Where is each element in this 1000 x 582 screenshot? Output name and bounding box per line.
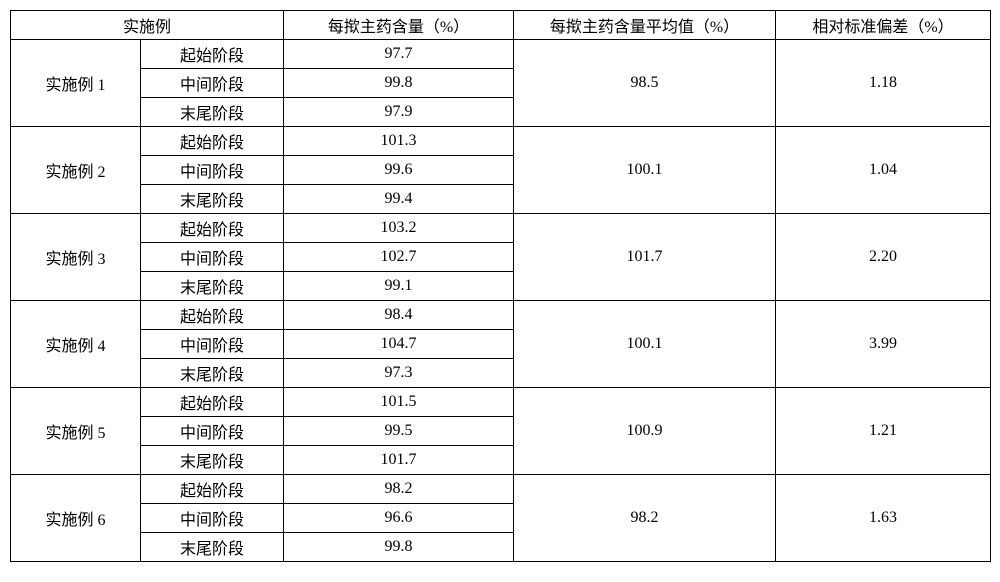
rsd-value: 1.04 (776, 127, 991, 214)
stage-label: 起始阶段 (141, 301, 284, 330)
rsd-value: 2.20 (776, 214, 991, 301)
stage-label: 中间阶段 (141, 69, 284, 98)
avg-value: 100.1 (514, 127, 776, 214)
stage-label: 中间阶段 (141, 156, 284, 185)
avg-value: 101.7 (514, 214, 776, 301)
content-value: 101.5 (284, 388, 514, 417)
example-name: 实施例 5 (11, 388, 141, 475)
stage-label: 末尾阶段 (141, 185, 284, 214)
content-value: 99.8 (284, 533, 514, 562)
example-name: 实施例 3 (11, 214, 141, 301)
example-name: 实施例 6 (11, 475, 141, 562)
table-row: 实施例 4起始阶段98.4100.13.99 (11, 301, 991, 330)
content-value: 97.9 (284, 98, 514, 127)
table-row: 实施例 6起始阶段98.298.21.63 (11, 475, 991, 504)
avg-value: 100.1 (514, 301, 776, 388)
content-value: 98.4 (284, 301, 514, 330)
content-value: 96.6 (284, 504, 514, 533)
stage-label: 末尾阶段 (141, 446, 284, 475)
stage-label: 中间阶段 (141, 330, 284, 359)
stage-label: 中间阶段 (141, 504, 284, 533)
stage-label: 起始阶段 (141, 388, 284, 417)
stage-label: 起始阶段 (141, 127, 284, 156)
header-example: 实施例 (11, 11, 284, 40)
content-value: 98.2 (284, 475, 514, 504)
rsd-value: 1.18 (776, 40, 991, 127)
content-value: 101.7 (284, 446, 514, 475)
content-value: 103.2 (284, 214, 514, 243)
table-body: 实施例 1起始阶段97.798.51.18中间阶段99.8末尾阶段97.9实施例… (11, 40, 991, 562)
example-name: 实施例 2 (11, 127, 141, 214)
stage-label: 起始阶段 (141, 475, 284, 504)
table-row: 实施例 5起始阶段101.5100.91.21 (11, 388, 991, 417)
content-value: 99.4 (284, 185, 514, 214)
avg-value: 100.9 (514, 388, 776, 475)
rsd-value: 1.21 (776, 388, 991, 475)
avg-value: 98.5 (514, 40, 776, 127)
content-value: 104.7 (284, 330, 514, 359)
content-value: 99.5 (284, 417, 514, 446)
stage-label: 中间阶段 (141, 417, 284, 446)
stage-label: 末尾阶段 (141, 359, 284, 388)
rsd-value: 3.99 (776, 301, 991, 388)
rsd-value: 1.63 (776, 475, 991, 562)
example-name: 实施例 1 (11, 40, 141, 127)
stage-label: 起始阶段 (141, 40, 284, 69)
stage-label: 中间阶段 (141, 243, 284, 272)
stage-label: 末尾阶段 (141, 272, 284, 301)
stage-label: 起始阶段 (141, 214, 284, 243)
content-value: 97.3 (284, 359, 514, 388)
content-value: 101.3 (284, 127, 514, 156)
content-value: 102.7 (284, 243, 514, 272)
content-value: 99.1 (284, 272, 514, 301)
stage-label: 末尾阶段 (141, 98, 284, 127)
header-avg: 每揿主药含量平均值（%） (514, 11, 776, 40)
drug-content-table: 实施例 每揿主药含量（%） 每揿主药含量平均值（%） 相对标准偏差（%） 实施例… (10, 10, 991, 562)
table-row: 实施例 1起始阶段97.798.51.18 (11, 40, 991, 69)
table-header-row: 实施例 每揿主药含量（%） 每揿主药含量平均值（%） 相对标准偏差（%） (11, 11, 991, 40)
content-value: 99.8 (284, 69, 514, 98)
content-value: 97.7 (284, 40, 514, 69)
header-rsd: 相对标准偏差（%） (776, 11, 991, 40)
stage-label: 末尾阶段 (141, 533, 284, 562)
table-row: 实施例 2起始阶段101.3100.11.04 (11, 127, 991, 156)
content-value: 99.6 (284, 156, 514, 185)
header-content: 每揿主药含量（%） (284, 11, 514, 40)
avg-value: 98.2 (514, 475, 776, 562)
table-row: 实施例 3起始阶段103.2101.72.20 (11, 214, 991, 243)
example-name: 实施例 4 (11, 301, 141, 388)
